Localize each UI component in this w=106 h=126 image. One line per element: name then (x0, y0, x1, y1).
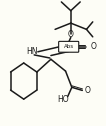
FancyBboxPatch shape (59, 41, 79, 52)
Text: Abs: Abs (64, 44, 74, 49)
Text: O: O (68, 30, 74, 39)
Text: O: O (91, 42, 97, 51)
Text: O: O (84, 86, 90, 95)
Text: HN: HN (26, 47, 38, 56)
Text: HO: HO (58, 95, 69, 104)
